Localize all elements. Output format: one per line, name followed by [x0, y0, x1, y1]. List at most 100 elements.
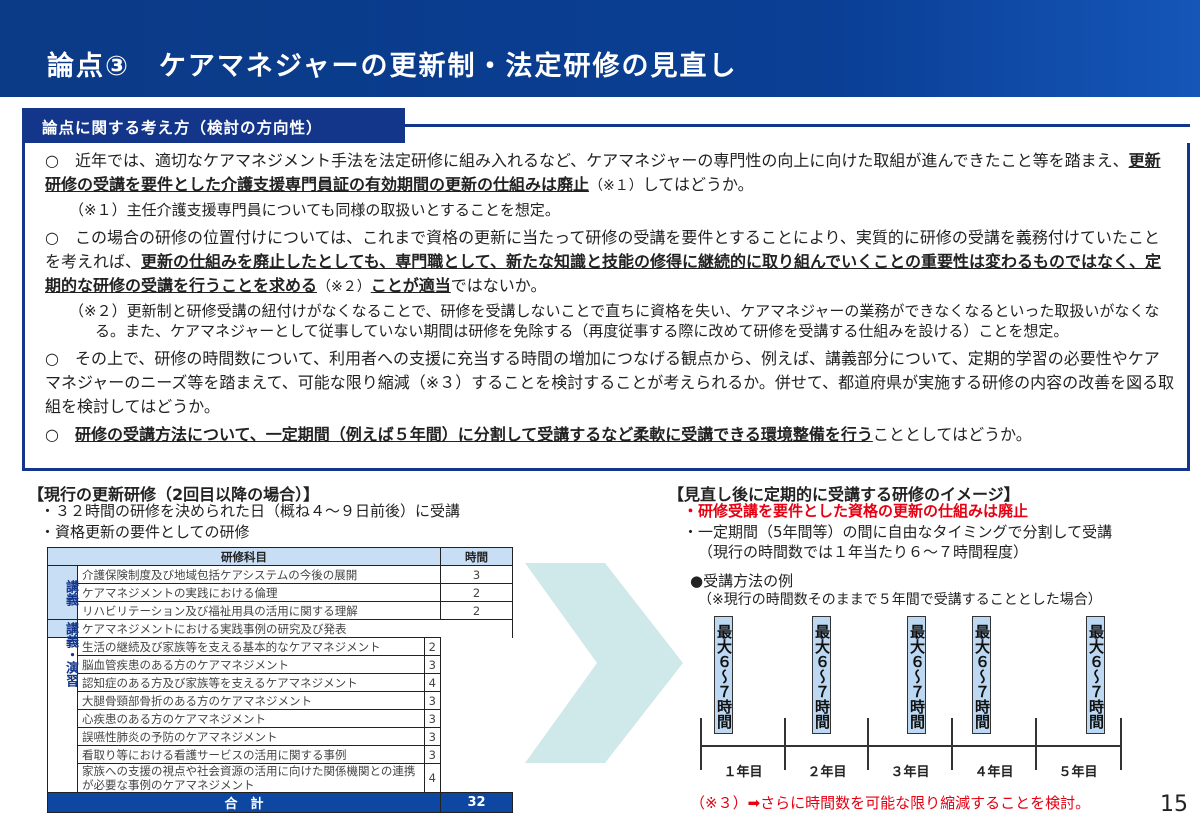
example-heading: ●受講方法の例	[690, 572, 794, 590]
hours: 4	[423, 673, 442, 692]
hours-bar: 最大６～７時間	[1086, 616, 1105, 734]
table-row: 心疾患のある方のケアマネジメント 3	[47, 709, 513, 728]
table-row: 大腿骨頸部骨折のある方のケアマネジメント 3	[47, 691, 513, 710]
table-row: リハビリテーション及び福祉用具の活用に関する理解 2	[48, 601, 513, 620]
total-label: 合 計	[47, 792, 441, 813]
table-row: 看取り等における看護サービスの活用に関する事例 3	[47, 745, 513, 764]
hours: 2	[423, 637, 442, 656]
subject: 大腿骨頸部骨折のある方のケアマネジメント	[77, 691, 425, 710]
subject: 生活の継続及び家族等を支える基本的なケアマネジメント	[77, 637, 425, 656]
paragraph-4: ○ 研修の受講方法について、一定期間（例えば５年間）に分割して受講するなど柔軟に…	[45, 423, 1175, 447]
timeline-tick	[1035, 718, 1037, 770]
page-title: 論点③ ケアマネジャーの更新制・法定研修の見直し	[47, 51, 738, 82]
emphasis: 更新研修の受講を要件とした介護支援専門員証の有効期間の更新の仕組みは廃止	[45, 151, 1161, 194]
current-heading: 【現行の更新研修（2回目以降の場合）】	[28, 485, 320, 504]
hours: 3	[423, 745, 442, 764]
indent	[47, 763, 78, 793]
hours: 3	[423, 727, 442, 746]
note-ref: （※１）	[589, 178, 643, 194]
col-header-subject: 研修科目	[47, 547, 441, 566]
current-bullet: ・３２時間の研修を決められた日（概ね４～９日前後）に受講	[40, 502, 461, 520]
indent	[47, 709, 78, 728]
table-row: 講義 介護保険制度及び地域包括ケアシステムの今後の展開 3	[47, 565, 513, 620]
table-row: 講義・演習 ケアマネジメントにおける実践事例の研究及び発表	[47, 619, 513, 687]
footnote: （※３）➡さらに時間数を可能な限り縮減することを検討。	[690, 794, 1091, 812]
group-practice: 講義・演習	[47, 619, 78, 687]
year-label: １年目	[723, 765, 763, 780]
subject: 脳血管疾患のある方のケアマネジメント	[77, 655, 425, 674]
timeline-tick	[1120, 718, 1122, 770]
text: ○ この場合の研修の位置付けについては、これまで資格の更新に当たって研修の受講を…	[45, 228, 1160, 271]
header-bar	[0, 0, 1200, 97]
text: こととしてはどうか。	[872, 425, 1032, 444]
timeline-tick	[700, 718, 702, 770]
hours-bar: 最大６～７時間	[812, 616, 831, 734]
training-table: 研修科目 時間 講義 介護保険制度及び地域包括ケアシステムの今後の展開 3 ケアマネジ…	[47, 547, 513, 813]
subject: 誤嚥性肺炎の予防のケアマネジメント	[77, 727, 425, 746]
text: ○	[45, 425, 75, 444]
subject: 心疾患のある方のケアマネジメント	[77, 709, 425, 728]
subject: 介護保険制度及び地域包括ケアシステムの今後の展開	[77, 565, 441, 584]
timeline-tick	[784, 718, 786, 770]
table-row: 生活の継続及び家族等を支える基本的なケアマネジメント 2	[47, 637, 513, 656]
hours-bar: 最大６～７時間	[907, 616, 926, 734]
indent	[47, 691, 78, 710]
subject-group-title: ケアマネジメントにおける実践事例の研究及び発表	[77, 619, 513, 638]
paragraph-2: ○ この場合の研修の位置付けについては、これまで資格の更新に当たって研修の受講を…	[45, 226, 1175, 299]
text: ○ 近年では、適切なケアマネジメント手法を法定研修に組み入れるなど、ケアマネジャ…	[45, 151, 1129, 170]
example-note: （※現行の時間数そのままで５年間で受講することとした場合）	[698, 592, 1102, 608]
section-label: 論点に関する考え方（検討の方向性）	[22, 108, 405, 143]
hours: 4	[423, 763, 442, 793]
indent	[47, 637, 78, 656]
emphasis: ことが適当	[370, 276, 451, 295]
arrow-right-icon	[525, 563, 683, 763]
group-lecture: 講義	[47, 565, 78, 620]
year-label: ５年目	[1058, 765, 1098, 780]
subject: 看取り等における看護サービスの活用に関する事例	[77, 745, 425, 764]
year-label: ４年目	[974, 765, 1014, 780]
subject: リハビリテーション及び福祉用具の活用に関する理解	[77, 601, 441, 620]
hours: 2	[440, 583, 513, 602]
proposed-bullet-cont: （現行の時間数では１年当たり６～７時間程度）	[698, 543, 1029, 561]
indent	[47, 745, 78, 764]
hours: 2	[440, 601, 513, 620]
page-number: 15	[1160, 792, 1188, 817]
discussion-box: ○ 近年では、適切なケアマネジメント手法を法定研修に組み入れるなど、ケアマネジャ…	[22, 143, 1190, 471]
note-ref: （※２）	[317, 279, 371, 295]
table-row: 家族への支援の視点や社会資源の活用に向けた関係機関との連携が必要な事例のケアマネ…	[47, 763, 513, 793]
hours: 3	[423, 655, 442, 674]
indent	[47, 673, 78, 692]
table-row: ケアマネジメントの実践における倫理 2	[48, 583, 513, 602]
note-2: （※２）更新制と研修受講の紐付けがなくなることで、研修を受講しないことで直ちに資…	[69, 302, 1160, 340]
year-label: ２年目	[807, 765, 847, 780]
indent	[47, 727, 78, 746]
hours-bar: 最大６～７時間	[714, 616, 733, 734]
note-1: （※１）主任介護支援専門員についても同様の取扱いとすることを想定。	[69, 201, 560, 219]
paragraph-1: ○ 近年では、適切なケアマネジメント手法を法定研修に組み入れるなど、ケアマネジャ…	[45, 149, 1175, 198]
timeline-tick	[951, 718, 953, 770]
hours: 3	[423, 691, 442, 710]
total-row: 合 計 32	[47, 792, 513, 813]
subject: ケアマネジメントの実践における倫理	[77, 583, 441, 602]
proposed-red-bullet: ・研修受講を要件とした資格の更新の仕組みは廃止	[683, 502, 1029, 520]
col-header-hours: 時間	[440, 547, 513, 566]
table-row: 脳血管疾患のある方のケアマネジメント 3	[47, 655, 513, 674]
proposed-heading: 【見直し後に定期的に受講する研修のイメージ】	[668, 485, 1020, 504]
subject: 家族への支援の視点や社会資源の活用に向けた関係機関との連携が必要な事例のケアマネ…	[77, 763, 425, 793]
table-row: 認知症のある方及び家族等を支えるケアマネジメント 4	[47, 673, 513, 692]
text: してはどうか。	[642, 175, 754, 194]
timeline-tick	[867, 718, 869, 770]
subject: 認知症のある方及び家族等を支えるケアマネジメント	[77, 673, 425, 692]
emphasis: 更新の仕組みを廃止したとしても、専門職として、新たな知識と技能の修得に継続的に取…	[45, 252, 1162, 295]
table-row: 誤嚥性肺炎の予防のケアマネジメント 3	[47, 727, 513, 746]
paragraph-3: ○ その上で、研修の時間数について、利用者への支援に充当する時間の増加につなげる…	[45, 349, 1175, 416]
proposed-bullet: ・一定期間（5年間等）の間に自由なタイミングで分割して受講	[683, 523, 1113, 541]
year-label: ３年目	[890, 765, 930, 780]
section-divider	[405, 124, 1190, 127]
indent	[47, 655, 78, 674]
hours: 3	[423, 709, 442, 728]
timeline-axis	[700, 745, 1122, 747]
total-hours: 32	[440, 792, 513, 813]
hours-bar: 最大６～７時間	[972, 616, 991, 734]
current-bullet: ・資格更新の要件としての研修	[40, 523, 250, 541]
